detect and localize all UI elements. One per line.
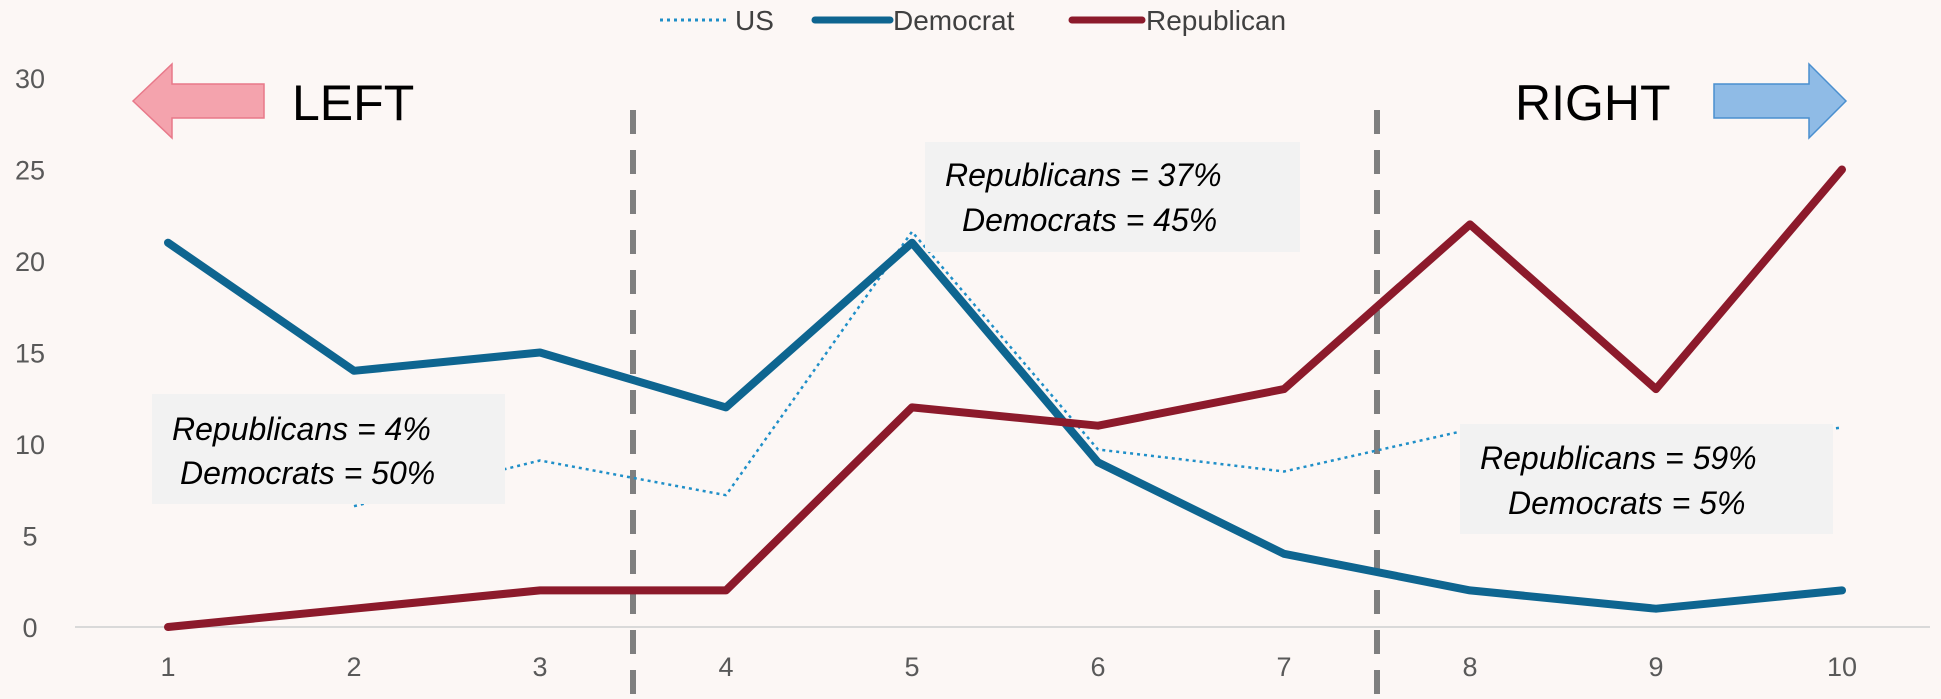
annotation-left-line1: Republicans = 4% [172,411,431,447]
annotation-right-box [1460,424,1833,534]
annotation-center-line2: Democrats = 45% [962,202,1217,238]
x-tick-label: 1 [160,652,175,682]
y-tick-label: 15 [15,339,45,369]
left-label: LEFT [292,75,414,131]
y-tick-label: 0 [22,613,37,643]
series-line-democrat [164,238,1846,613]
y-tick-label: 25 [15,156,45,186]
y-tick-label: 20 [15,247,45,277]
right-direction: RIGHT [1515,62,1848,140]
annotation-right-line2: Democrats = 5% [1508,485,1745,521]
y-axis: 0 5 10 15 20 25 30 [15,64,45,643]
annotation-right-line1: Republicans = 59% [1480,440,1757,476]
y-tick-label: 10 [15,430,45,460]
legend: US Democrat Republican [660,5,1286,36]
series-line-republican [164,165,1846,631]
x-tick-label: 7 [1276,652,1291,682]
legend-label-us: US [735,5,774,36]
annotation-left: Republicans = 4% Democrats = 50% [152,394,505,504]
x-tick-label: 6 [1090,652,1105,682]
annotation-left-line2: Democrats = 50% [180,455,435,491]
legend-label-democrat: Democrat [893,5,1015,36]
x-tick-label: 5 [904,652,919,682]
right-arrow-icon [1713,62,1848,140]
right-label: RIGHT [1515,75,1671,131]
annotation-center-line1: Republicans = 37% [945,157,1222,193]
y-tick-label: 5 [22,522,37,552]
x-tick-label: 3 [532,652,547,682]
y-tick-label: 30 [15,64,45,94]
x-tick-label: 10 [1827,652,1857,682]
x-tick-label: 4 [718,652,733,682]
x-tick-label: 2 [346,652,361,682]
annotation-right: Republicans = 59% Democrats = 5% [1460,424,1833,534]
left-arrow-icon [131,62,265,140]
annotation-center: Republicans = 37% Democrats = 45% [925,142,1300,252]
annotation-left-box [152,394,505,504]
annotation-center-box [925,142,1300,252]
x-axis: 1 2 3 4 5 6 7 8 9 10 [160,652,1857,682]
x-tick-label: 9 [1648,652,1663,682]
dividers [630,110,1380,699]
x-tick-label: 8 [1462,652,1477,682]
legend-label-republican: Republican [1146,5,1286,36]
left-direction: LEFT [131,62,414,140]
